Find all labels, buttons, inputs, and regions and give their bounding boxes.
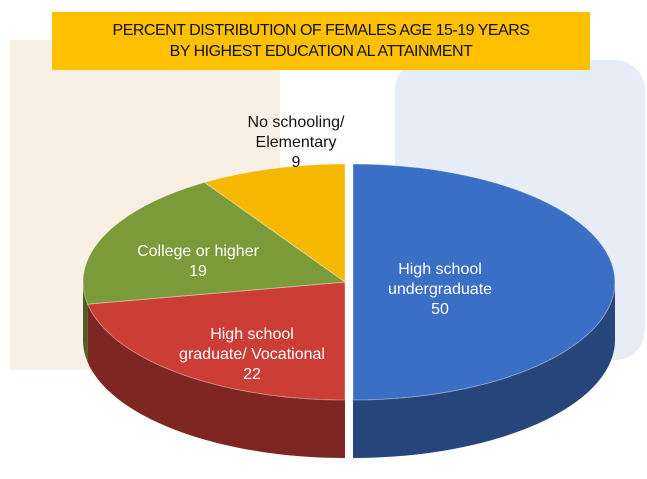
slice xyxy=(86,281,346,401)
category-label: No schooling/ Elementary xyxy=(247,114,345,151)
slice-label: High school undergraduate 50 xyxy=(388,260,492,320)
value-label: 50 xyxy=(431,301,449,318)
chart-title: PERCENT DISTRIBUTION OF FEMALES AGE 15-1… xyxy=(52,12,590,70)
slice-label: College or higher 19 xyxy=(137,242,259,282)
slice xyxy=(82,181,347,305)
slice-side xyxy=(83,282,88,363)
pie-tops xyxy=(82,163,616,401)
slice xyxy=(203,163,346,283)
pie-sides xyxy=(83,282,615,458)
category-label: High school graduate/ Vocational xyxy=(179,326,325,363)
pie xyxy=(82,163,616,458)
value-label: 19 xyxy=(189,263,207,280)
slice-side xyxy=(353,282,615,458)
category-label: College or higher xyxy=(137,243,259,260)
category-label: High school undergraduate xyxy=(387,261,493,298)
slice xyxy=(352,163,616,401)
value-label: 22 xyxy=(243,366,261,383)
value-label: 9 xyxy=(291,154,301,171)
slice-label: High school graduate/ Vocational 22 xyxy=(179,325,325,385)
slice-side xyxy=(87,304,345,458)
slice-label: No schooling/ Elementary 9 xyxy=(248,113,345,173)
